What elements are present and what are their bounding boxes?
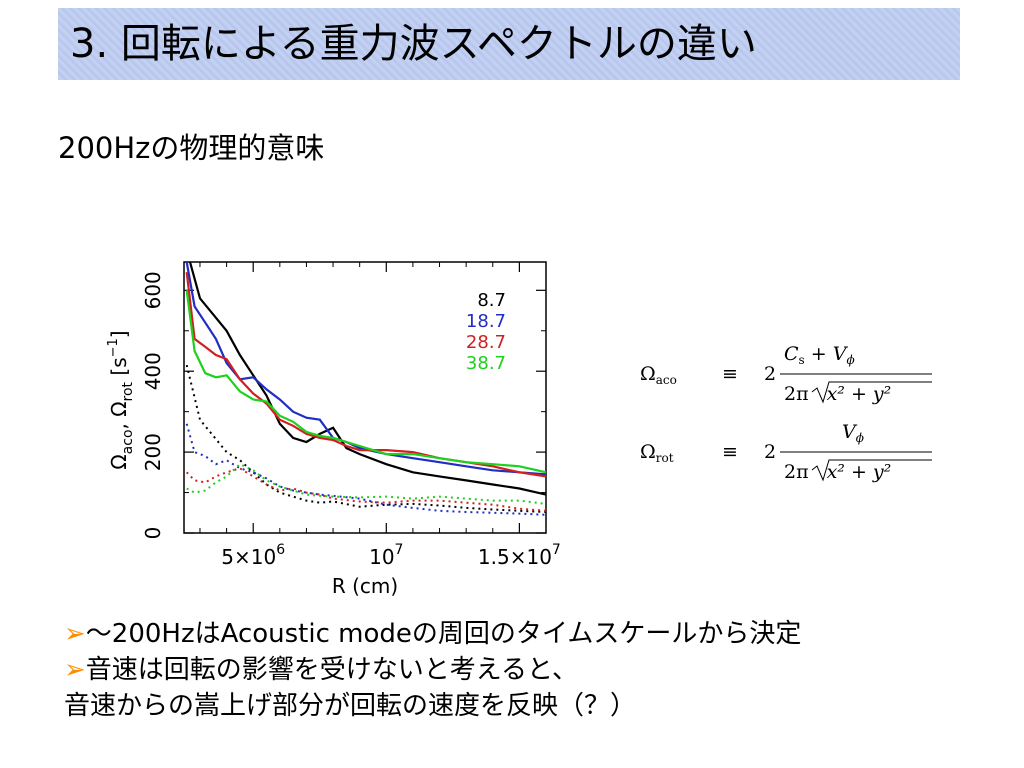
- formula-rot-lhs: Ωrot: [640, 441, 674, 465]
- x-tick-label: 1.5×107: [478, 542, 561, 569]
- legend-label: 18.7: [466, 311, 506, 332]
- formula-rot: Ωrot ≡ 2 Vϕ 2π x² + y²: [640, 421, 932, 483]
- bullet-item: 音速からの嵩上げ部分が回転の速度を反映（？）: [64, 688, 801, 724]
- formula-aco-lhs: Ωaco: [640, 363, 677, 387]
- title-bar: 3. 回転による重力波スペクトルの違い: [58, 8, 960, 80]
- legend-label: 28.7: [466, 332, 506, 353]
- bullet-item: ➢～200HzはAcoustic modeの周回のタイムスケールから決定: [64, 616, 801, 652]
- y-label-omega2: Ω: [107, 401, 131, 416]
- formula-aco: Ωaco ≡ 2 Cs + Vϕ 2π x² + y²: [640, 343, 932, 405]
- y-axis-label: Ωaco, Ωrot [s−1]: [106, 330, 136, 469]
- series-rot-line: [185, 364, 546, 513]
- x-tick-label: 107: [369, 542, 403, 569]
- formula-aco-sqrt: [811, 381, 932, 404]
- legend: 8.718.728.738.7: [466, 290, 506, 374]
- y-tick-label: 400: [141, 352, 165, 390]
- formula-rot-equiv: ≡: [722, 441, 738, 463]
- y-tick-label: 200: [141, 433, 165, 471]
- y-label-bracket: [s: [107, 357, 131, 382]
- series-rot-line: [186, 463, 546, 505]
- y-tick-label: 0: [141, 527, 165, 540]
- x-ticks: 5×106 107 1.5×107: [199, 262, 561, 569]
- y-label-sub-aco: aco: [120, 429, 136, 454]
- plot-area: 0 200 400 600 5×106 107 1.5×107 8.718.728.738…: [141, 261, 561, 569]
- bullet-list: ➢～200HzはAcoustic modeの周回のタイムスケールから決定 ➢音速…: [64, 616, 801, 724]
- legend-label: 8.7: [477, 290, 506, 311]
- series-aco-line: [185, 290, 546, 474]
- slide-subtitle: 200Hzの物理的意味: [58, 131, 325, 165]
- series-lines: [185, 262, 546, 516]
- formula-aco-numerator: Cs + Vϕ: [784, 343, 855, 367]
- bullet-item: ➢音速は回転の影響を受けないと考えると、: [64, 652, 801, 688]
- formula-rot-sqrt: [811, 459, 932, 482]
- formula-rot-denominator: 2π x² + y²: [784, 461, 891, 483]
- bullet-text: ～200HzはAcoustic modeの周回のタイムスケールから決定: [85, 619, 802, 649]
- legend-label: 38.7: [466, 353, 506, 374]
- x-axis-label: R (cm): [332, 574, 398, 598]
- formula-aco-two: 2: [764, 363, 776, 385]
- formula-aco-denominator: 2π x² + y²: [784, 383, 891, 405]
- formula-rot-numerator: Vϕ: [842, 421, 864, 445]
- formula-block: Ωaco ≡ 2 Cs + Vϕ 2π x² + y² Ωrot ≡ 2 Vϕ 2…: [640, 343, 932, 483]
- slide-title: 3. 回転による重力波スペクトルの違い: [70, 21, 757, 67]
- bullet-text: 音速は回転の影響を受けないと考えると、: [85, 655, 578, 685]
- series-aco-line: [185, 262, 546, 476]
- chart: 0 200 400 600 5×106 107 1.5×107 8.718.728.738…: [106, 261, 561, 598]
- formula-rot-two: 2: [764, 441, 776, 463]
- formula-aco-equiv: ≡: [722, 363, 738, 385]
- plot-frame: [183, 261, 547, 534]
- y-label-sep: ,: [107, 417, 131, 430]
- bullet-arrow-icon: ➢: [64, 619, 86, 649]
- y-ticks: 0 200 400 600: [141, 271, 546, 539]
- y-tick-label: 600: [141, 271, 165, 309]
- y-label-sup: −1: [106, 338, 121, 357]
- y-label-close: ]: [107, 330, 131, 338]
- bullet-arrow-icon: ➢: [64, 655, 86, 685]
- series-aco-line: [188, 262, 546, 496]
- y-label-omega: Ω: [107, 454, 131, 469]
- y-label-sub-rot: rot: [120, 381, 136, 401]
- bullet-text: 音速からの嵩上げ部分が回転の速度を反映（？）: [64, 691, 637, 721]
- x-tick-label: 5×106: [221, 542, 285, 569]
- series-rot-line: [185, 467, 546, 512]
